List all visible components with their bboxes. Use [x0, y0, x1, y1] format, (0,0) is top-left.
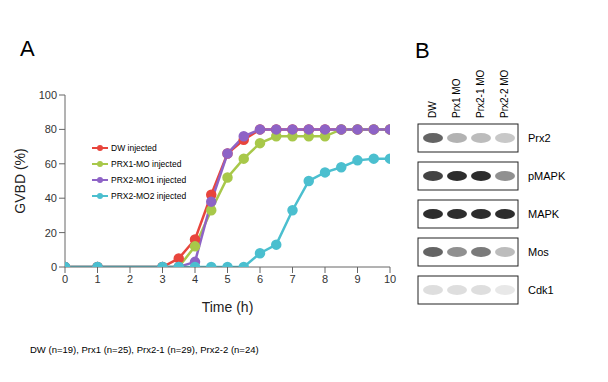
svg-text:5: 5: [224, 273, 230, 285]
svg-text:GVBD (%): GVBD (%): [12, 148, 28, 213]
svg-text:B: B: [415, 38, 430, 63]
svg-text:Prx2-2 MO: Prx2-2 MO: [499, 69, 510, 118]
svg-text:6: 6: [257, 273, 263, 285]
svg-text:0: 0: [62, 273, 68, 285]
svg-text:Prx1 MO: Prx1 MO: [451, 78, 462, 118]
html-text:PRX2-MO1 injected: PRX2-MO1 injected: [111, 175, 187, 185]
svg-text:40: 40: [45, 192, 57, 204]
svg-text:80: 80: [45, 123, 57, 135]
svg-text:8: 8: [322, 273, 328, 285]
html-text:PRX1-MO injected: PRX1-MO injected: [111, 159, 182, 169]
svg-text:9: 9: [354, 273, 360, 285]
html-text:A: A: [20, 36, 35, 61]
svg-text:20: 20: [45, 227, 57, 239]
svg-text:MAPK: MAPK: [528, 208, 560, 220]
svg-text:2: 2: [127, 273, 133, 285]
svg-text:Mos: Mos: [528, 246, 549, 258]
svg-text:100: 100: [39, 89, 57, 101]
svg-text:Time (h): Time (h): [202, 299, 254, 315]
html-text:DW (n=19), Prx1 (n=25), Prx2-1: DW (n=19), Prx1 (n=25), Prx2-1 (n=29), P…: [30, 344, 259, 355]
svg-text:Prx2: Prx2: [528, 132, 551, 144]
svg-text:0: 0: [51, 261, 57, 273]
svg-text:3: 3: [159, 273, 165, 285]
svg-text:60: 60: [45, 158, 57, 170]
svg-text:7: 7: [289, 273, 295, 285]
svg-text:10: 10: [384, 273, 396, 285]
svg-text:pMAPK: pMAPK: [528, 170, 566, 182]
svg-text:1: 1: [94, 273, 100, 285]
svg-text:DW: DW: [427, 101, 438, 118]
svg-text:Prx2-1 MO: Prx2-1 MO: [475, 69, 486, 118]
svg-text:4: 4: [192, 273, 198, 285]
svg-text:Cdk1: Cdk1: [528, 284, 554, 296]
html-text:PRX2-MO2 injected: PRX2-MO2 injected: [111, 191, 187, 201]
html-text:DW injected: DW injected: [111, 143, 157, 153]
